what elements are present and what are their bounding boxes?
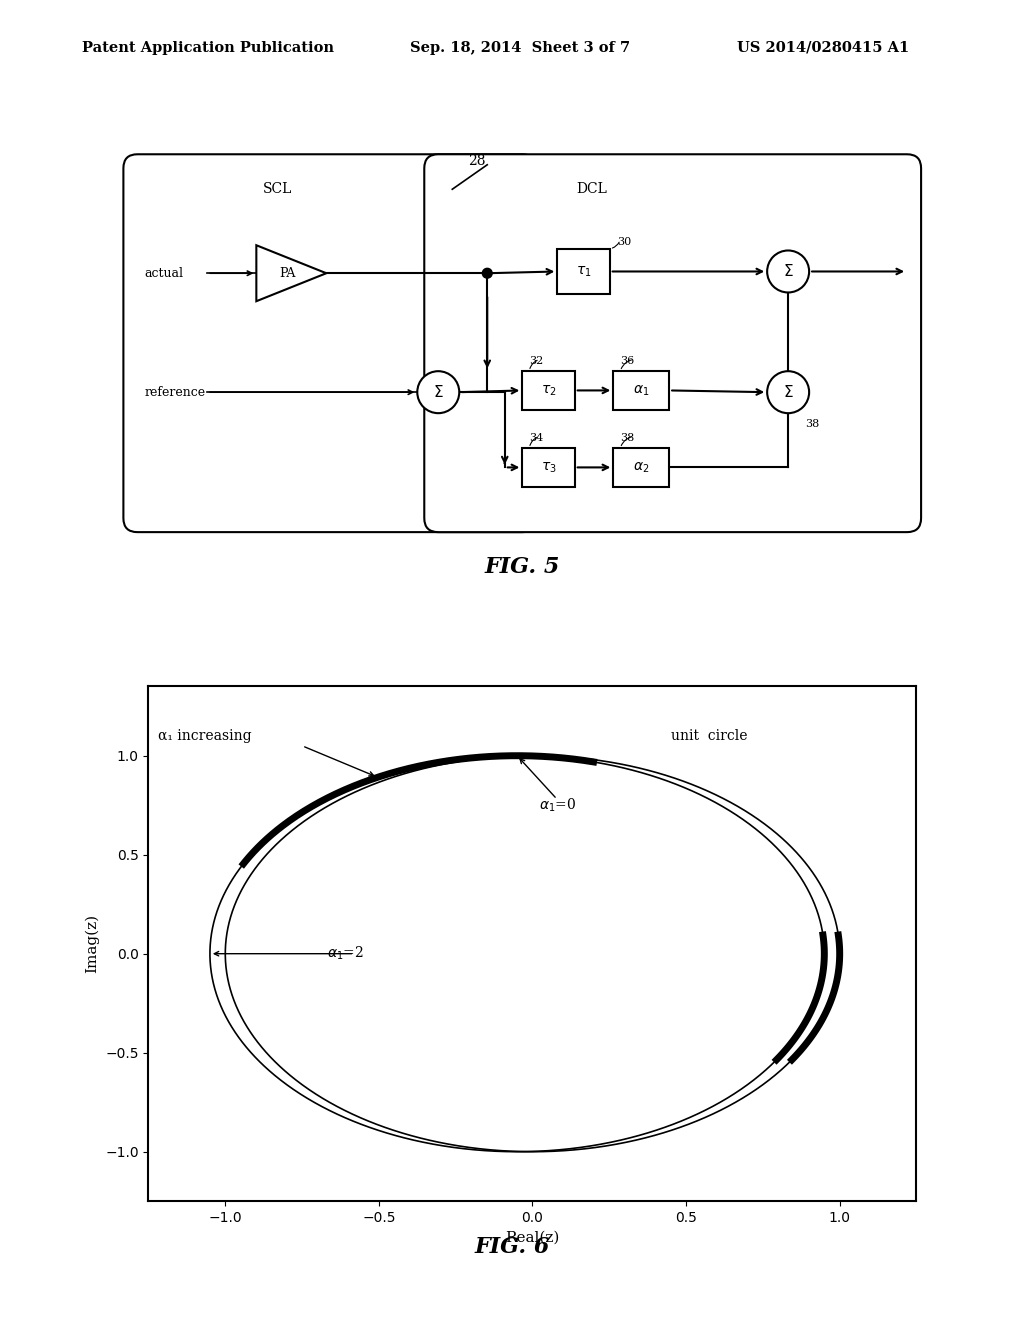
Text: FIG. 6: FIG. 6 (474, 1237, 550, 1258)
Text: $\Sigma$: $\Sigma$ (782, 264, 794, 280)
Circle shape (767, 371, 809, 413)
Text: $\tau_1$: $\tau_1$ (575, 264, 591, 279)
FancyBboxPatch shape (613, 449, 670, 487)
Text: 36: 36 (621, 355, 634, 366)
Text: $\tau_2$: $\tau_2$ (541, 383, 556, 397)
Text: US 2014/0280415 A1: US 2014/0280415 A1 (737, 41, 909, 54)
Text: 34: 34 (529, 433, 544, 442)
Text: $\alpha_1$=2: $\alpha_1$=2 (327, 945, 364, 962)
Text: $\alpha_1$: $\alpha_1$ (633, 383, 649, 397)
Text: 38: 38 (806, 418, 820, 429)
Text: α₁ increasing: α₁ increasing (158, 729, 251, 743)
FancyBboxPatch shape (613, 371, 670, 409)
Text: 28: 28 (468, 154, 485, 168)
FancyBboxPatch shape (123, 154, 537, 532)
FancyBboxPatch shape (424, 154, 921, 532)
Text: Sep. 18, 2014  Sheet 3 of 7: Sep. 18, 2014 Sheet 3 of 7 (410, 41, 630, 54)
Text: FIG. 5: FIG. 5 (484, 556, 560, 578)
Text: Patent Application Publication: Patent Application Publication (82, 41, 334, 54)
Circle shape (417, 371, 459, 413)
Text: $\Sigma$: $\Sigma$ (433, 384, 443, 400)
Text: $\alpha_2$: $\alpha_2$ (633, 461, 649, 475)
FancyBboxPatch shape (522, 371, 574, 409)
Text: reference: reference (144, 385, 206, 399)
Circle shape (482, 268, 493, 279)
FancyBboxPatch shape (557, 248, 609, 294)
Text: 30: 30 (616, 236, 631, 247)
Text: SCL: SCL (262, 182, 292, 197)
Text: 32: 32 (529, 355, 544, 366)
Text: actual: actual (144, 267, 183, 280)
Text: DCL: DCL (577, 182, 607, 197)
Polygon shape (256, 246, 327, 301)
Text: $\alpha_1$=0: $\alpha_1$=0 (539, 796, 575, 814)
Circle shape (767, 251, 809, 293)
Text: $\Sigma$: $\Sigma$ (782, 384, 794, 400)
Text: PA: PA (280, 267, 296, 280)
Y-axis label: Imag(z): Imag(z) (85, 915, 99, 973)
FancyBboxPatch shape (522, 449, 574, 487)
X-axis label: Real(z): Real(z) (505, 1230, 560, 1245)
Text: 38: 38 (621, 433, 634, 442)
Text: $\tau_3$: $\tau_3$ (541, 461, 556, 475)
Text: unit  circle: unit circle (671, 729, 748, 743)
